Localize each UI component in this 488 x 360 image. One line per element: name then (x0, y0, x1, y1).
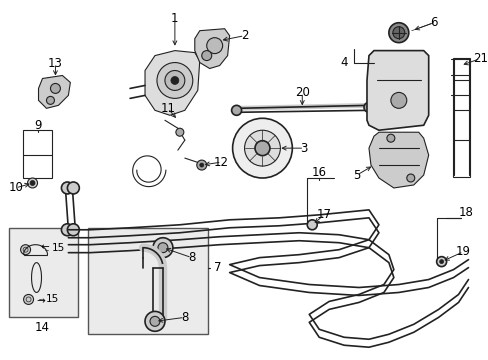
Circle shape (170, 76, 179, 85)
Text: 2: 2 (240, 29, 248, 42)
Text: 8: 8 (188, 251, 195, 264)
Polygon shape (368, 132, 428, 188)
Circle shape (386, 134, 394, 142)
Polygon shape (39, 76, 70, 108)
Circle shape (150, 316, 160, 326)
Text: 13: 13 (48, 57, 63, 70)
Text: 3: 3 (300, 141, 307, 155)
Bar (452, 58, 468, 177)
Circle shape (20, 245, 30, 255)
Circle shape (436, 257, 446, 267)
Bar (9, 228, 78, 318)
Text: 20: 20 (294, 86, 309, 99)
Circle shape (61, 182, 73, 194)
Circle shape (306, 220, 317, 230)
Circle shape (232, 118, 292, 178)
Circle shape (50, 84, 61, 93)
Circle shape (61, 224, 73, 236)
Bar (22, 130, 52, 178)
Circle shape (176, 128, 183, 136)
Text: 9: 9 (34, 119, 41, 132)
Polygon shape (366, 51, 428, 130)
Circle shape (388, 23, 408, 42)
Circle shape (23, 294, 34, 305)
Circle shape (27, 178, 38, 188)
Circle shape (254, 141, 269, 156)
Polygon shape (194, 29, 229, 68)
Circle shape (145, 311, 164, 331)
Circle shape (164, 71, 184, 90)
Circle shape (67, 224, 79, 236)
Text: 18: 18 (458, 206, 473, 219)
Text: 15: 15 (52, 243, 65, 253)
Circle shape (158, 243, 167, 253)
Bar (88, 228, 207, 334)
Circle shape (439, 260, 443, 264)
Circle shape (363, 102, 373, 112)
Circle shape (206, 38, 222, 54)
Text: 11: 11 (160, 102, 175, 115)
Circle shape (406, 174, 414, 182)
Circle shape (157, 63, 192, 98)
Text: →: → (36, 296, 45, 306)
Circle shape (244, 130, 280, 166)
Circle shape (231, 105, 241, 115)
Text: 8: 8 (181, 311, 188, 324)
Circle shape (196, 160, 206, 170)
Text: 14: 14 (35, 321, 50, 334)
Circle shape (202, 51, 211, 60)
Text: ←: ← (40, 243, 49, 253)
Text: 21: 21 (472, 52, 487, 65)
Text: 5: 5 (353, 168, 360, 181)
Text: 1: 1 (171, 12, 178, 25)
Text: 7: 7 (213, 261, 221, 274)
Circle shape (390, 93, 406, 108)
Text: 17: 17 (316, 208, 331, 221)
Text: 15: 15 (46, 294, 59, 305)
Circle shape (392, 27, 404, 39)
Text: 16: 16 (311, 166, 326, 179)
Bar (376, 59, 420, 116)
Text: 19: 19 (455, 245, 470, 258)
Text: 6: 6 (429, 16, 437, 29)
Circle shape (200, 163, 203, 167)
Polygon shape (145, 51, 200, 115)
Circle shape (46, 96, 54, 104)
Circle shape (67, 182, 79, 194)
Text: 10: 10 (8, 181, 23, 194)
Circle shape (153, 238, 173, 258)
Text: 4: 4 (340, 56, 347, 69)
Circle shape (30, 180, 35, 185)
Text: 12: 12 (214, 156, 229, 168)
